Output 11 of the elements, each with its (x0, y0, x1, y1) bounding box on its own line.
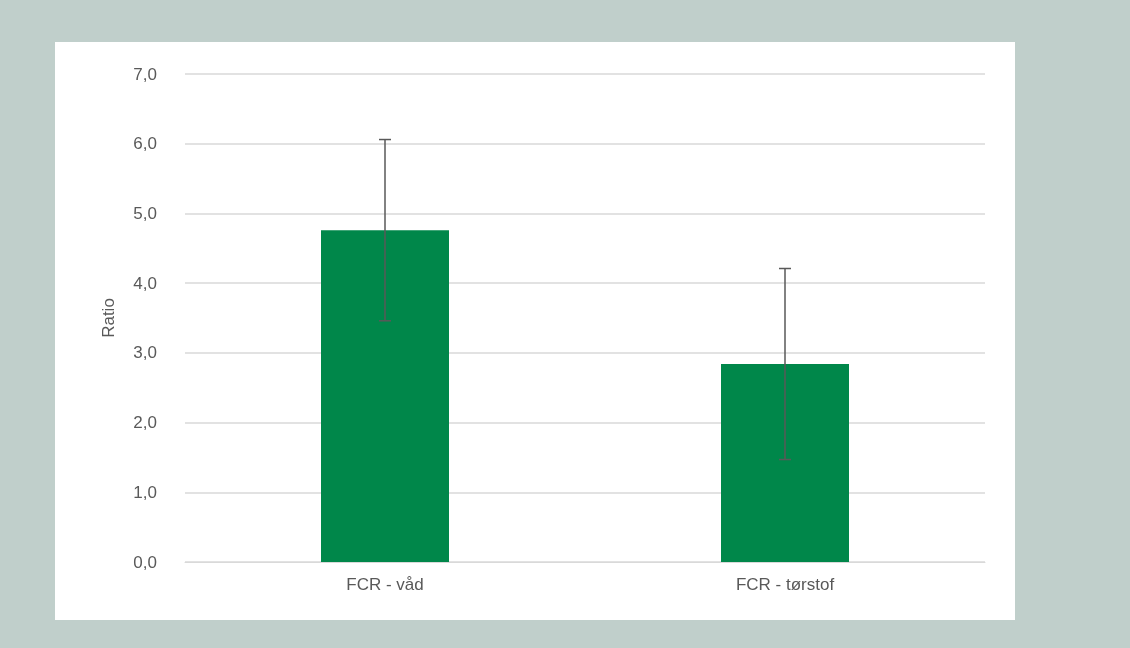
y-tick-label: 2,0 (133, 413, 157, 433)
y-tick-label: 6,0 (133, 134, 157, 154)
y-tick-label: 7,0 (133, 64, 157, 84)
y-tick-label: 5,0 (133, 203, 157, 223)
x-tick-label: FCR - tørstof (735, 575, 835, 594)
y-axis-title: Ratio (99, 298, 118, 338)
y-tick-label: 1,0 (133, 482, 157, 502)
y-tick-label: 0,0 (133, 552, 157, 572)
x-tick-label: FCR - våd (346, 575, 424, 594)
y-tick-label: 3,0 (133, 343, 157, 363)
y-tick-label: 4,0 (133, 273, 157, 293)
